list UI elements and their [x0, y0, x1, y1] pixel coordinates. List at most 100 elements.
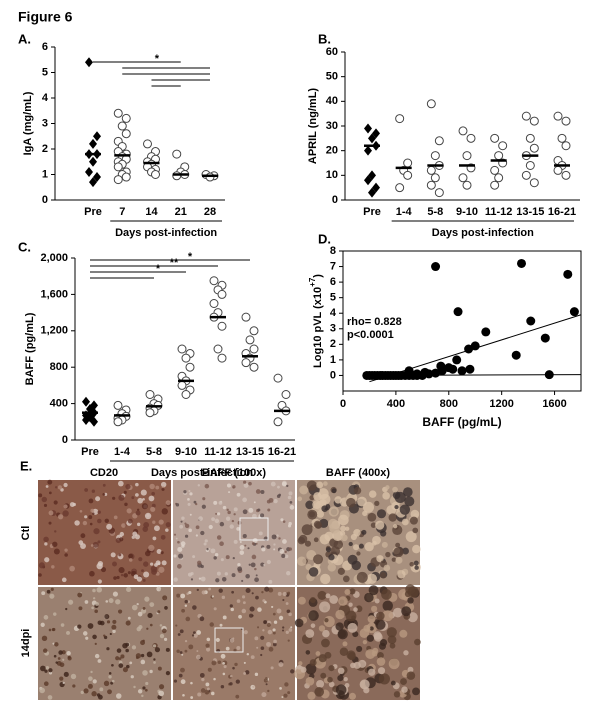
micrograph-texture [328, 681, 335, 688]
micrograph-texture [142, 670, 148, 676]
micrograph-texture [176, 593, 181, 598]
significance-label: * [156, 263, 161, 275]
micrograph-texture [365, 649, 376, 660]
micrograph-texture [200, 688, 206, 693]
data-point [364, 145, 372, 156]
data-point [217, 289, 227, 299]
micrograph-texture [271, 534, 277, 540]
data-point [209, 276, 219, 286]
micrograph-texture [201, 677, 205, 682]
micrograph-texture [178, 673, 183, 678]
micrograph-texture [213, 607, 217, 611]
micrograph-texture [382, 600, 393, 612]
micrograph-texture [399, 629, 408, 638]
micrograph-texture [162, 595, 168, 601]
micrograph-texture [184, 599, 189, 604]
micrograph-texture [190, 578, 194, 581]
x-tick-label: 28 [204, 206, 216, 218]
micrograph-texture [221, 595, 226, 600]
micrograph-texture [233, 513, 236, 516]
micrograph-texture [305, 650, 311, 655]
micrograph-texture [48, 510, 54, 516]
micrograph-texture [305, 500, 314, 510]
data-point [89, 177, 97, 188]
micrograph-texture [374, 598, 380, 604]
micrograph-texture [393, 691, 401, 698]
micrograph-texture [200, 576, 206, 582]
micrograph-texture [84, 488, 89, 492]
micrograph-texture [225, 555, 230, 560]
micrograph-texture [181, 653, 184, 656]
micrograph-texture [165, 647, 170, 652]
micrograph-texture [205, 643, 210, 648]
micrograph-texture [118, 657, 122, 660]
micrograph-texture [211, 660, 217, 666]
micrograph-texture [254, 672, 259, 677]
micrograph-texture [305, 676, 315, 686]
micrograph-texture [294, 618, 304, 628]
micrograph-texture [252, 685, 255, 689]
micrograph-texture [241, 608, 247, 614]
micrograph-texture [395, 556, 403, 564]
micrograph-texture [319, 601, 331, 613]
micrograph-texture [376, 555, 384, 563]
data-point [517, 258, 526, 268]
y-tick-label: 8 [330, 245, 336, 257]
micrograph-texture [233, 539, 238, 544]
micrograph-texture [158, 566, 165, 573]
x-tick-label: Pre [81, 446, 99, 458]
micrograph-texture [401, 686, 408, 693]
micrograph-texture [235, 679, 240, 684]
micrograph-texture [165, 671, 171, 676]
micrograph-texture [310, 623, 316, 628]
micrograph-texture [250, 655, 255, 660]
micrograph-texture [184, 523, 190, 529]
micrograph-texture [288, 628, 293, 632]
micrograph-texture [277, 591, 282, 596]
micrograph-texture [359, 679, 370, 690]
micrograph-texture [173, 577, 178, 582]
micrograph-texture [45, 485, 49, 488]
micrograph-texture [226, 483, 232, 488]
micrograph-texture [358, 659, 367, 668]
data-point [529, 143, 539, 153]
micrograph-texture [184, 649, 188, 653]
micrograph-texture [229, 604, 233, 608]
micrograph-texture [97, 659, 102, 663]
micrograph-texture [342, 641, 348, 647]
micrograph-texture [289, 505, 295, 510]
micrograph-texture [288, 547, 293, 551]
micrograph-texture [183, 490, 187, 494]
micrograph-texture [404, 496, 415, 507]
micrograph-texture [231, 573, 236, 578]
micrograph-texture [57, 485, 63, 490]
data-point [177, 380, 187, 390]
micrograph-texture [364, 542, 374, 552]
micrograph-texture [48, 521, 52, 525]
data-point [525, 133, 535, 143]
micrograph-texture [225, 646, 230, 651]
micrograph-texture [320, 573, 331, 585]
data-point [395, 183, 405, 193]
micrograph-texture [220, 684, 225, 689]
micrograph-texture [118, 494, 125, 501]
micrograph-texture [54, 486, 58, 489]
micrograph-texture [390, 680, 396, 686]
data-point [113, 162, 123, 172]
micrograph-texture [87, 623, 94, 629]
micrograph-texture [152, 644, 157, 648]
micrograph-texture [344, 682, 350, 688]
micrograph-texture [219, 521, 225, 527]
micrograph-texture [394, 504, 399, 510]
micrograph-texture [44, 669, 48, 673]
x-tick-label: 21 [175, 206, 187, 218]
data-point [426, 180, 436, 190]
micrograph-texture [243, 483, 249, 488]
micrograph-texture [208, 524, 213, 530]
micrograph-texture [102, 492, 106, 496]
micrograph-texture [153, 658, 156, 661]
data-point [430, 173, 440, 183]
micrograph-texture [46, 589, 51, 594]
micrograph-texture [204, 539, 208, 543]
x-axis-label: Days post-infection [432, 227, 534, 239]
